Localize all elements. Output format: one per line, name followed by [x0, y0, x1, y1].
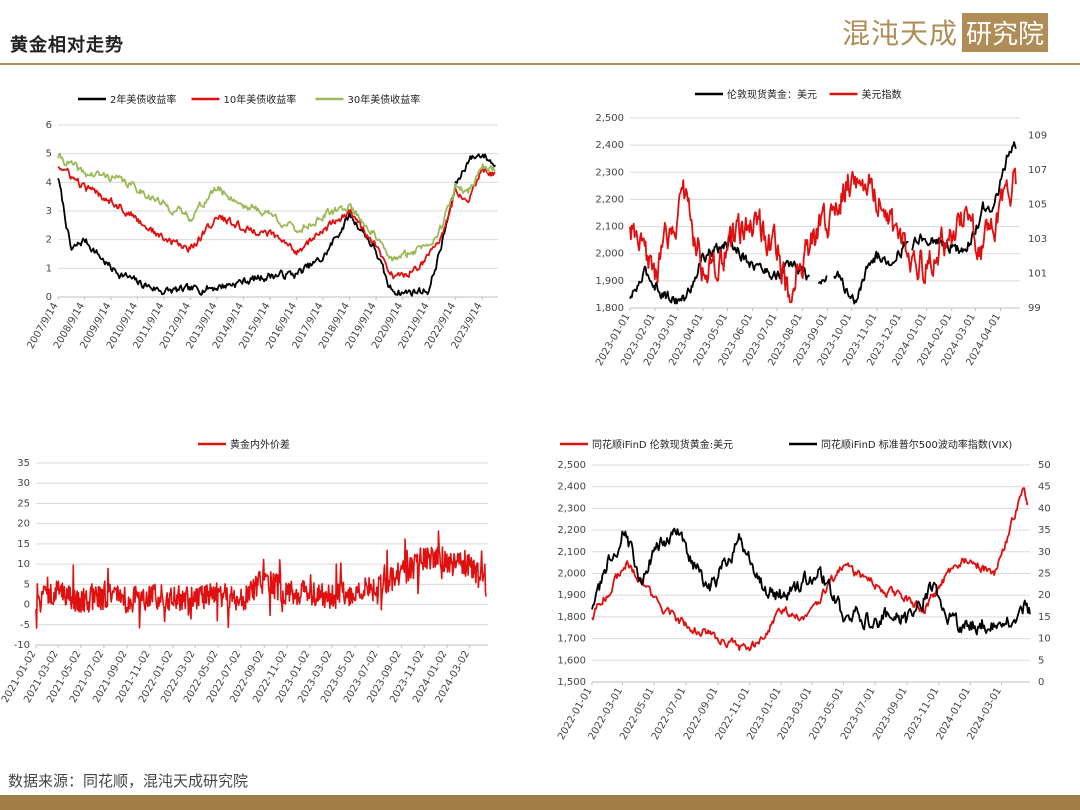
legend-label: 同花顺iFinD 伦敦现货黄金:美元 — [592, 438, 733, 451]
legend-label: 30年美债收益率 — [348, 93, 421, 106]
y-tick-label: 5 — [24, 579, 30, 590]
y-tick-label: 2,500 — [595, 113, 624, 124]
y-right-tick-label: 15 — [1038, 612, 1051, 623]
series-line — [591, 527, 1031, 636]
y-right-tick-label: 45 — [1038, 482, 1051, 493]
y-tick-label: 3 — [46, 206, 52, 217]
logo-box: 研究院 — [962, 12, 1049, 52]
y-right-tick-label: 103 — [1028, 234, 1047, 245]
chart-gold-vs-vix: 1,500 1,600 1,700 1,800 1,900 2,000 2,100 2,200… — [540, 430, 1070, 750]
y-right-tick-label: 5 — [1038, 655, 1044, 666]
y-tick-label: 1,700 — [557, 634, 586, 645]
y-tick-label: 2,000 — [557, 569, 586, 580]
data-source-note: 数据来源：同花顺，混沌天成研究院 — [8, 772, 249, 790]
y-tick-label: 2,200 — [557, 525, 586, 536]
series-line — [629, 141, 1017, 305]
y-right-tick-label: 99 — [1028, 303, 1041, 314]
footer-bar — [0, 795, 1080, 810]
y-right-tick-label: 20 — [1038, 590, 1051, 601]
legend-label: 10年美债收益率 — [224, 93, 297, 106]
series-line — [35, 530, 487, 629]
y-right-tick-label: 40 — [1038, 503, 1051, 514]
y-tick-label: 2,300 — [557, 503, 586, 514]
y-tick-label: 1,500 — [557, 677, 586, 688]
y-tick-label: 0 — [24, 600, 30, 611]
y-tick-label: -10 — [14, 640, 30, 651]
y-tick-label: 2,300 — [595, 167, 624, 178]
series-line — [57, 153, 496, 297]
legend-label: 黄金内外价差 — [230, 438, 290, 451]
logo-text: 混沌天成 — [842, 17, 959, 50]
chart-treasury-yields: 0 1 2 3 4 5 6 2007/9/14 2008/9/14 2009/9/14 2010/9… — [8, 85, 508, 385]
logo: 混沌天成 研究院 — [842, 12, 1049, 52]
y-right-tick-label: 101 — [1028, 268, 1047, 279]
y-tick-label: 1,600 — [557, 655, 586, 666]
chart-svg: 1,500 1,600 1,700 1,800 1,900 2,000 2,100 2,200… — [556, 438, 1051, 742]
legend-label: 2年美债收益率 — [110, 93, 176, 106]
y-right-tick-label: 35 — [1038, 525, 1051, 536]
series-line — [57, 166, 496, 280]
y-tick-label: 35 — [17, 458, 30, 469]
series-line — [629, 167, 1017, 304]
y-tick-label: 1 — [46, 263, 52, 274]
y-tick-label: 20 — [17, 519, 30, 530]
chart-svg: 01234562007/9/142008/9/142009/9/142010/9… — [25, 93, 498, 351]
chart-svg: 1,800 1,900 2,000 2,100 2,200 2,300 2,400 2,500… — [594, 88, 1047, 368]
y-tick-label: 2,100 — [595, 222, 624, 233]
y-right-tick-label: 105 — [1028, 199, 1047, 210]
y-tick-label: 2,400 — [557, 482, 586, 493]
y-tick-label: 15 — [17, 539, 30, 550]
y-tick-label: 1,900 — [557, 590, 586, 601]
page-title: 黄金相对走势 — [10, 35, 124, 56]
y-tick-label: -5 — [20, 620, 30, 631]
legend-label: 伦敦现货黄金：美元 — [727, 88, 817, 101]
y-right-tick-label: 30 — [1038, 547, 1051, 558]
chart-svg: -10-5051015202530352021-01-022021-03-022… — [0, 438, 488, 705]
y-tick-label: 2,100 — [557, 547, 586, 558]
header-divider — [0, 63, 1080, 65]
y-tick-label: 2,400 — [595, 140, 624, 151]
y-tick-label: 25 — [17, 498, 30, 509]
y-tick-label: 2 — [46, 235, 52, 246]
y-tick-label: 2,200 — [595, 194, 624, 205]
y-right-tick-label: 25 — [1038, 569, 1051, 580]
y-tick-label: 2,500 — [557, 460, 586, 471]
y-tick-label: 6 — [46, 120, 52, 131]
y-tick-label: 1,900 — [595, 276, 624, 287]
series-line — [57, 152, 496, 262]
y-tick-label: 10 — [17, 559, 30, 570]
y-tick-label: 4 — [46, 177, 52, 188]
y-tick-label: 1,800 — [557, 612, 586, 623]
y-tick-label: 2,000 — [595, 249, 624, 260]
chart-gold-vs-dxy: 1,800 1,900 2,000 2,100 2,200 2,300 2,400 2,500… — [560, 80, 1060, 380]
chart-gold-spread: -10 -5 0 5 10 15 20 25 30 35 2021-01-02 2021-03-02 2… — [0, 430, 498, 725]
y-tick-label: 5 — [46, 149, 52, 160]
legend-label: 同花顺iFinD 标准普尔500波动率指数(VIX) — [821, 438, 1012, 451]
y-right-tick-label: 0 — [1038, 677, 1044, 688]
y-tick-label: 30 — [17, 478, 30, 489]
y-right-tick-label: 10 — [1038, 634, 1051, 645]
y-tick-label: 0 — [46, 292, 52, 303]
y-right-tick-label: 109 — [1028, 130, 1047, 141]
series-line — [591, 487, 1029, 652]
legend-label: 美元指数 — [862, 88, 902, 101]
y-right-tick-label: 50 — [1038, 460, 1051, 471]
y-right-tick-label: 107 — [1028, 165, 1047, 176]
y-tick-label: 1,800 — [595, 303, 624, 314]
